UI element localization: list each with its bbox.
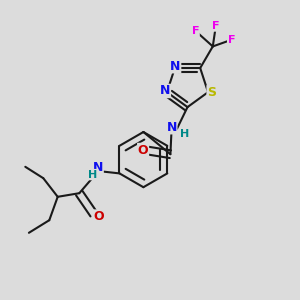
Text: H: H <box>180 129 189 139</box>
Text: F: F <box>212 21 220 31</box>
Text: N: N <box>170 60 181 73</box>
Text: N: N <box>93 160 103 174</box>
Text: S: S <box>207 86 216 99</box>
Text: O: O <box>138 143 148 157</box>
Text: N: N <box>160 85 170 98</box>
Text: N: N <box>167 121 177 134</box>
Text: F: F <box>228 35 235 45</box>
Text: H: H <box>88 169 97 180</box>
Text: O: O <box>94 210 104 223</box>
Text: F: F <box>192 26 199 36</box>
